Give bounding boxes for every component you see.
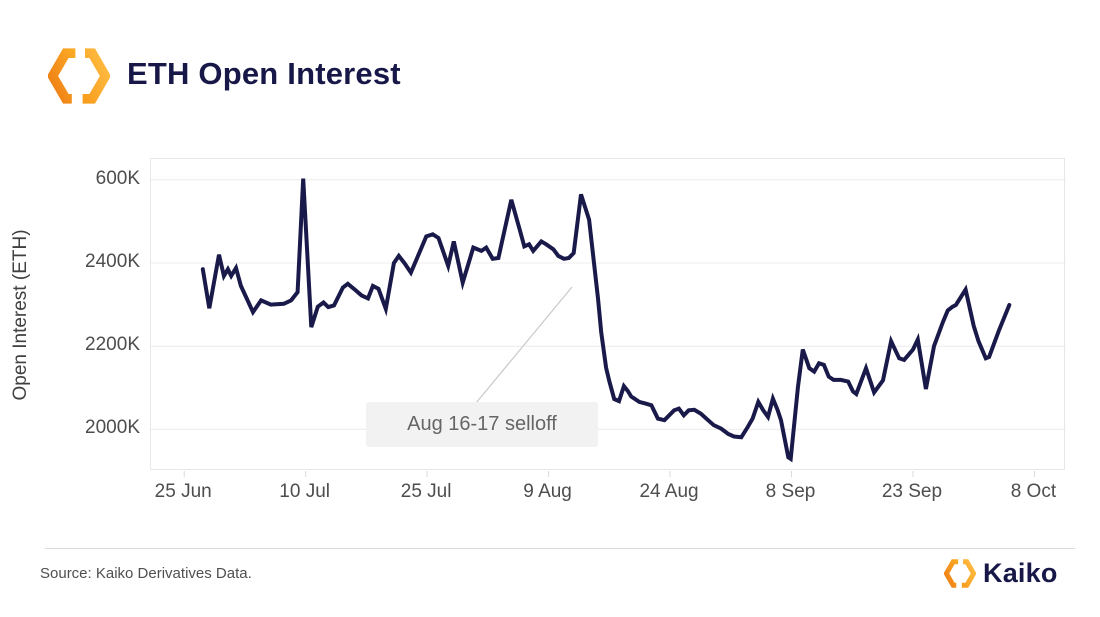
y-axis-title: Open Interest (ETH): [10, 229, 31, 401]
x-tick-label: 25 Jul: [400, 481, 452, 502]
x-tick-label: 24 Aug: [639, 481, 699, 502]
kaiko-logo-icon: [48, 48, 110, 104]
x-tick-label: 8 Oct: [1010, 481, 1057, 502]
annotation-text: Aug 16-17 selloff: [407, 413, 557, 435]
footer-wordmark: Kaiko: [983, 558, 1058, 588]
x-tick-label: 23 Sep: [881, 481, 943, 502]
footer-divider: [45, 548, 1075, 549]
annotation-leader-line: [475, 286, 573, 404]
source-text: Source: Kaiko Derivatives Data.: [40, 565, 252, 582]
page-title: ETH Open Interest: [127, 56, 401, 91]
y-tick-label: 2000K: [85, 417, 140, 439]
annotation-box: Aug 16-17 selloff: [366, 402, 598, 447]
chart-plot-area: [150, 158, 1066, 477]
line-chart-svg: [151, 178, 1066, 477]
footer-brand: Kaiko: [944, 558, 1058, 589]
y-tick-label: 600K: [95, 167, 140, 189]
x-tick-label: 10 Jul: [279, 481, 330, 502]
kaiko-logo-icon: [944, 559, 976, 588]
open-interest-line: [200, 178, 1012, 463]
x-tick-label: 8 Sep: [765, 481, 816, 502]
y-tick-label: 2400K: [85, 251, 140, 272]
x-tick-label: 25 Jun: [154, 481, 212, 502]
y-tick-label: 2200K: [85, 334, 140, 356]
x-tick-label: 9 Aug: [523, 481, 572, 502]
